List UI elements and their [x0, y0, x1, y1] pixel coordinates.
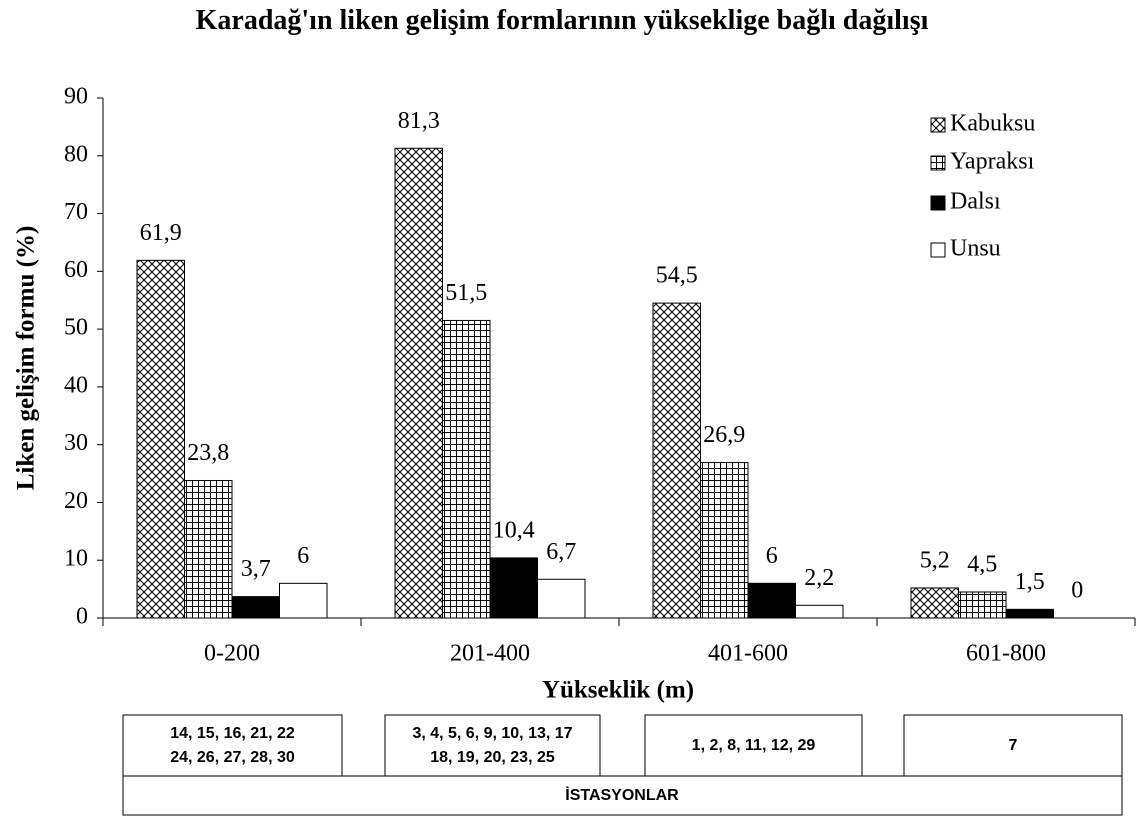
bar: [184, 479, 233, 619]
legend-swatch: [930, 155, 946, 171]
y-tick-label: 50: [64, 315, 88, 341]
station-box: [384, 714, 601, 777]
station-box: [644, 714, 863, 777]
data-label: 81,3: [398, 108, 440, 134]
data-label: 54,5: [656, 263, 698, 289]
bar: [910, 587, 959, 619]
y-tick-label: 80: [64, 141, 88, 167]
x-axis-label: Yükseklik (m): [542, 677, 694, 704]
station-footer: [122, 775, 1123, 816]
station-box: [903, 714, 1123, 777]
x-tick-label: 401-600: [708, 641, 788, 667]
station-text: 24, 26, 27, 28, 30: [170, 749, 295, 766]
data-label: 51,5: [445, 280, 487, 306]
y-tick-label: 20: [64, 488, 88, 514]
bar: [700, 462, 749, 619]
legend-swatch: [930, 195, 946, 211]
chart-title: Karadağ'ın liken gelişim formlarının yük…: [195, 5, 929, 36]
bar: [958, 591, 1007, 619]
station-text: 7: [1009, 737, 1018, 754]
bar: [1005, 608, 1054, 619]
y-tick-label: 30: [64, 430, 88, 456]
data-label: 5,2: [920, 547, 950, 573]
x-tick-label: 0-200: [204, 641, 260, 667]
y-tick-label: 10: [64, 546, 88, 572]
data-label: 1,5: [1015, 569, 1045, 595]
data-label: 4,5: [967, 552, 997, 578]
y-tick-label: 60: [64, 257, 88, 283]
bar: [489, 557, 538, 619]
x-tick-label: 601-800: [966, 641, 1046, 667]
legend-swatch: [930, 117, 946, 133]
x-tick-label: 201-400: [450, 641, 530, 667]
data-label: 6: [297, 543, 309, 569]
legend-label: Dalsı: [950, 189, 1001, 215]
data-label: 6,7: [546, 539, 576, 565]
station-text: 1, 2, 8, 11, 12, 29: [692, 737, 816, 754]
data-label: 6: [766, 543, 778, 569]
y-tick-label: 0: [76, 604, 88, 630]
data-label: 0: [1071, 578, 1083, 604]
bar: [652, 302, 701, 619]
bar: [394, 147, 443, 619]
bar: [136, 259, 185, 619]
data-label: 61,9: [140, 220, 182, 246]
y-tick-label: 90: [64, 84, 88, 110]
data-label: 3,7: [241, 556, 271, 582]
station-box: [122, 714, 343, 777]
bar: [279, 582, 328, 619]
y-axis-label: Liken gelişim formu (%): [13, 226, 40, 491]
legend-swatch: [930, 242, 946, 258]
bar: [747, 582, 796, 619]
station-text: 14, 15, 16, 21, 22: [170, 725, 295, 742]
legend-label: Unsu: [950, 236, 1001, 262]
y-tick-label: 40: [64, 372, 88, 398]
bar: [537, 578, 586, 619]
bar: [231, 596, 280, 619]
bar: [795, 604, 844, 619]
legend-label: Kabuksu: [950, 111, 1035, 137]
data-label: 26,9: [703, 422, 745, 448]
station-text: 3, 4, 5, 6, 9, 10, 13, 17: [412, 725, 572, 742]
bar: [442, 319, 491, 619]
station-footer-label: İSTASYONLAR: [565, 786, 679, 804]
station-text: 18, 19, 20, 23, 25: [430, 749, 555, 766]
data-label: 23,8: [187, 440, 229, 466]
data-label: 2,2: [804, 565, 834, 591]
data-label: 10,4: [493, 517, 535, 543]
legend-label: Yapraksı: [950, 149, 1035, 175]
y-tick-label: 70: [64, 199, 88, 225]
